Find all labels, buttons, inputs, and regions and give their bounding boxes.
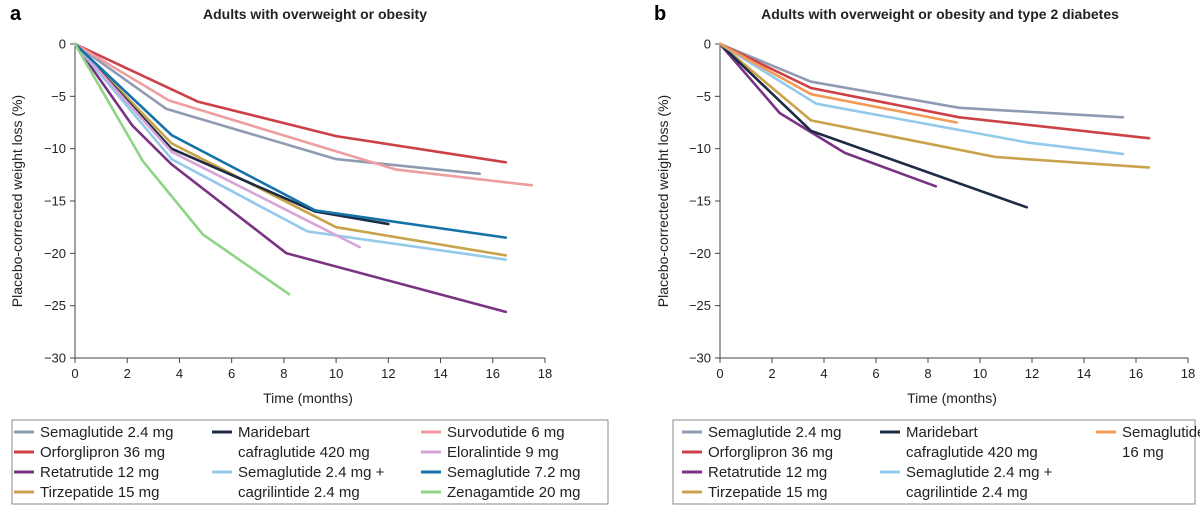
chart-a-legend-label: cafraglutide 420 mg xyxy=(238,444,370,461)
chart-a-legend: Semaglutide 2.4 mg Orforglipron 36 mg Reta… xyxy=(11,419,609,505)
chart-b-legend-label: Semaglutide 2.4 mg + xyxy=(906,464,1053,481)
chart-b-y-tick-label: −10 xyxy=(689,141,711,156)
chart-a-legend-label: Orforglipron 36 mg xyxy=(40,444,165,461)
chart-a-legend-label: Zenagamtide 20 mg xyxy=(447,484,580,501)
chart-b-series-line xyxy=(718,42,1029,209)
chart-a-title: Adults with overweight or obesity xyxy=(203,6,427,22)
chart-b-legend-label: cafraglutide 420 mg xyxy=(906,444,1038,461)
chart-a-panel-letter: a xyxy=(10,3,22,25)
chart-b-legend-label: Tirzepatide 15 mg xyxy=(708,484,828,501)
chart-a-y-tick-label: 0 xyxy=(59,37,66,52)
chart-a-legend-label: cagrilintide 2.4 mg xyxy=(238,484,360,501)
chart-a-series-line xyxy=(73,42,482,176)
chart-b-y-tick-label: −15 xyxy=(689,194,711,209)
chart-b-legend-label: Orforglipron 36 mg xyxy=(708,444,833,461)
chart-b-panel-letter: b xyxy=(654,3,666,25)
chart-a-series-line xyxy=(73,42,534,187)
chart-a-x-tick-label: 16 xyxy=(486,366,500,381)
chart-b-x-tick-label: 6 xyxy=(872,366,879,381)
chart-b-y-tick-label: −5 xyxy=(696,89,711,104)
chart-b-x-tick-label: 4 xyxy=(820,366,827,381)
chart-a-series-line xyxy=(73,42,361,249)
chart-a-legend-label: Semaglutide 2.4 mg xyxy=(40,424,173,441)
chart-a-legend-label: Maridebart xyxy=(238,424,311,441)
chart-a: a Adults with overweight or obesity 0 2 4 6 8 1… xyxy=(9,3,552,406)
chart-a-series-line xyxy=(73,42,291,296)
chart-b-y-tick-label: −30 xyxy=(689,351,711,366)
chart-a-x-tick-label: 4 xyxy=(176,366,183,381)
chart-a-x-tick-label: 8 xyxy=(280,366,287,381)
chart-b-y-tick-label: −20 xyxy=(689,246,711,261)
chart-a-x-tick-label: 12 xyxy=(381,366,395,381)
chart-a-y-tick-label: −30 xyxy=(44,351,66,366)
chart-a-legend-box xyxy=(11,419,609,505)
chart-b-series-line xyxy=(718,42,1151,169)
chart-b-x-tick-label: 12 xyxy=(1025,366,1039,381)
chart-a-series-line xyxy=(73,42,508,164)
chart-b-series-line xyxy=(718,42,1125,156)
chart-b: b Adults with overweight or obesity and t… xyxy=(654,3,1195,406)
chart-b-legend: Semaglutide 2.4 mg Orforglipron 36 mg Reta… xyxy=(672,419,1200,505)
chart-b-x-tick-label: 2 xyxy=(768,366,775,381)
chart-b-legend-label: 16 mg xyxy=(1122,444,1164,461)
chart-b-legend-label: Maridebart xyxy=(906,424,979,441)
chart-b-series-line xyxy=(718,42,1151,140)
chart-b-x-tick-label: 8 xyxy=(924,366,931,381)
chart-b-legend-box xyxy=(672,419,1196,505)
chart-a-x-tick-label: 2 xyxy=(124,366,131,381)
chart-b-legend-label: Semaglutide 2.4 mg xyxy=(708,424,841,441)
chart-a-y-tick-label: −15 xyxy=(44,194,66,209)
chart-b-x-axis-title: Time (months) xyxy=(907,390,997,406)
chart-a-y-tick-label: −5 xyxy=(51,89,66,104)
chart-a-series-line xyxy=(73,42,508,239)
chart-b-x-tick-label: 10 xyxy=(973,366,987,381)
chart-b-title: Adults with overweight or obesity and ty… xyxy=(761,6,1119,22)
chart-b-legend-label: Retatrutide 12 mg xyxy=(708,464,827,481)
chart-a-legend-label: Semaglutide 7.2 mg xyxy=(447,464,580,481)
chart-a-legend-label: Semaglutide 2.4 mg + xyxy=(238,464,385,481)
chart-a-y-tick-label: −10 xyxy=(44,141,66,156)
chart-a-x-tick-label: 0 xyxy=(71,366,78,381)
chart-a-y-tick-label: −20 xyxy=(44,246,66,261)
chart-a-x-tick-label: 14 xyxy=(433,366,447,381)
chart-b-x-tick-label: 0 xyxy=(716,366,723,381)
chart-b-y-axis-title: Placebo-corrected weight loss (%) xyxy=(655,95,671,307)
chart-a-legend-label: Survodutide 6 mg xyxy=(447,424,565,441)
chart-a-y-axis-title: Placebo-corrected weight loss (%) xyxy=(9,95,25,307)
chart-a-x-tick-label: 18 xyxy=(538,366,552,381)
chart-a-legend-label: Retatrutide 12 mg xyxy=(40,464,159,481)
chart-b-series-line xyxy=(718,42,958,124)
chart-a-y-tick-label: −25 xyxy=(44,298,66,313)
chart-b-x-tick-label: 16 xyxy=(1129,366,1143,381)
chart-b-x-tick-label: 18 xyxy=(1181,366,1195,381)
chart-b-y-tick-label: 0 xyxy=(704,37,711,52)
chart-a-legend-label: Eloralintide 9 mg xyxy=(447,444,559,461)
chart-a-legend-label: Tirzepatide 15 mg xyxy=(40,484,160,501)
chart-b-y-tick-label: −25 xyxy=(689,298,711,313)
chart-a-x-axis-title: Time (months) xyxy=(263,390,353,406)
chart-b-series-line xyxy=(718,42,938,188)
chart-a-series-line xyxy=(73,42,508,314)
chart-b-series-line xyxy=(718,42,1125,119)
chart-a-x-tick-label: 10 xyxy=(329,366,343,381)
chart-b-x-tick-label: 14 xyxy=(1077,366,1091,381)
chart-a-x-tick-label: 6 xyxy=(228,366,235,381)
chart-b-legend-label: cagrilintide 2.4 mg xyxy=(906,484,1028,501)
chart-a-series-line xyxy=(73,42,508,261)
chart-b-legend-label: Semaglutide xyxy=(1122,424,1200,441)
